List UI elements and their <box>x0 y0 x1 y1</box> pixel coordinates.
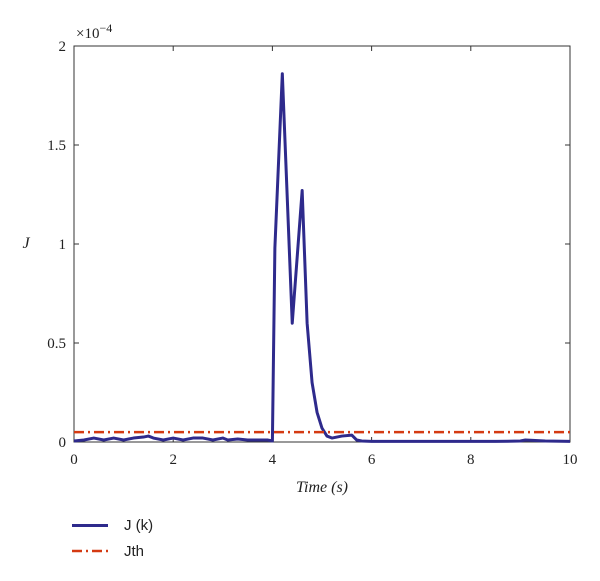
legend-entry-jth: Jth <box>72 538 153 564</box>
y-tick-label: 1 <box>59 237 67 253</box>
legend: J (k) Jth <box>72 512 153 564</box>
y-tick-label: 0 <box>59 435 67 451</box>
y-tick-label: 0.5 <box>47 336 66 352</box>
legend-entry-jk: J (k) <box>72 512 153 538</box>
ticks-layer: 0 2 4 6 8 10 0 0.5 1 1.5 2 <box>47 39 577 468</box>
y-tick-label: 2 <box>59 39 67 55</box>
y-axis-exponent: ×10−4 <box>76 21 112 42</box>
legend-label-jth: Jth <box>124 542 145 560</box>
x-tick-label: 8 <box>467 452 475 468</box>
legend-label-jk: J (k) <box>124 516 154 534</box>
series-layer <box>73 72 571 443</box>
x-tick-label: 10 <box>563 452 578 468</box>
plot-area <box>73 45 571 443</box>
chart: 0 2 4 6 8 10 0 0.5 1 1.5 2 ×10−4 Time (s) J <box>22 21 577 496</box>
legend-swatch-jth <box>72 549 108 553</box>
legend-swatch-jk <box>72 523 108 527</box>
series-line-jk <box>73 72 571 443</box>
x-axis-label: Time (s) <box>296 479 348 496</box>
x-tick-label: 4 <box>269 452 277 468</box>
y-axis-label: J <box>22 235 30 252</box>
x-tick-label: 2 <box>169 452 177 468</box>
y-tick-label: 1.5 <box>47 138 66 154</box>
x-tick-label: 6 <box>368 452 376 468</box>
x-tick-label: 0 <box>70 452 78 468</box>
